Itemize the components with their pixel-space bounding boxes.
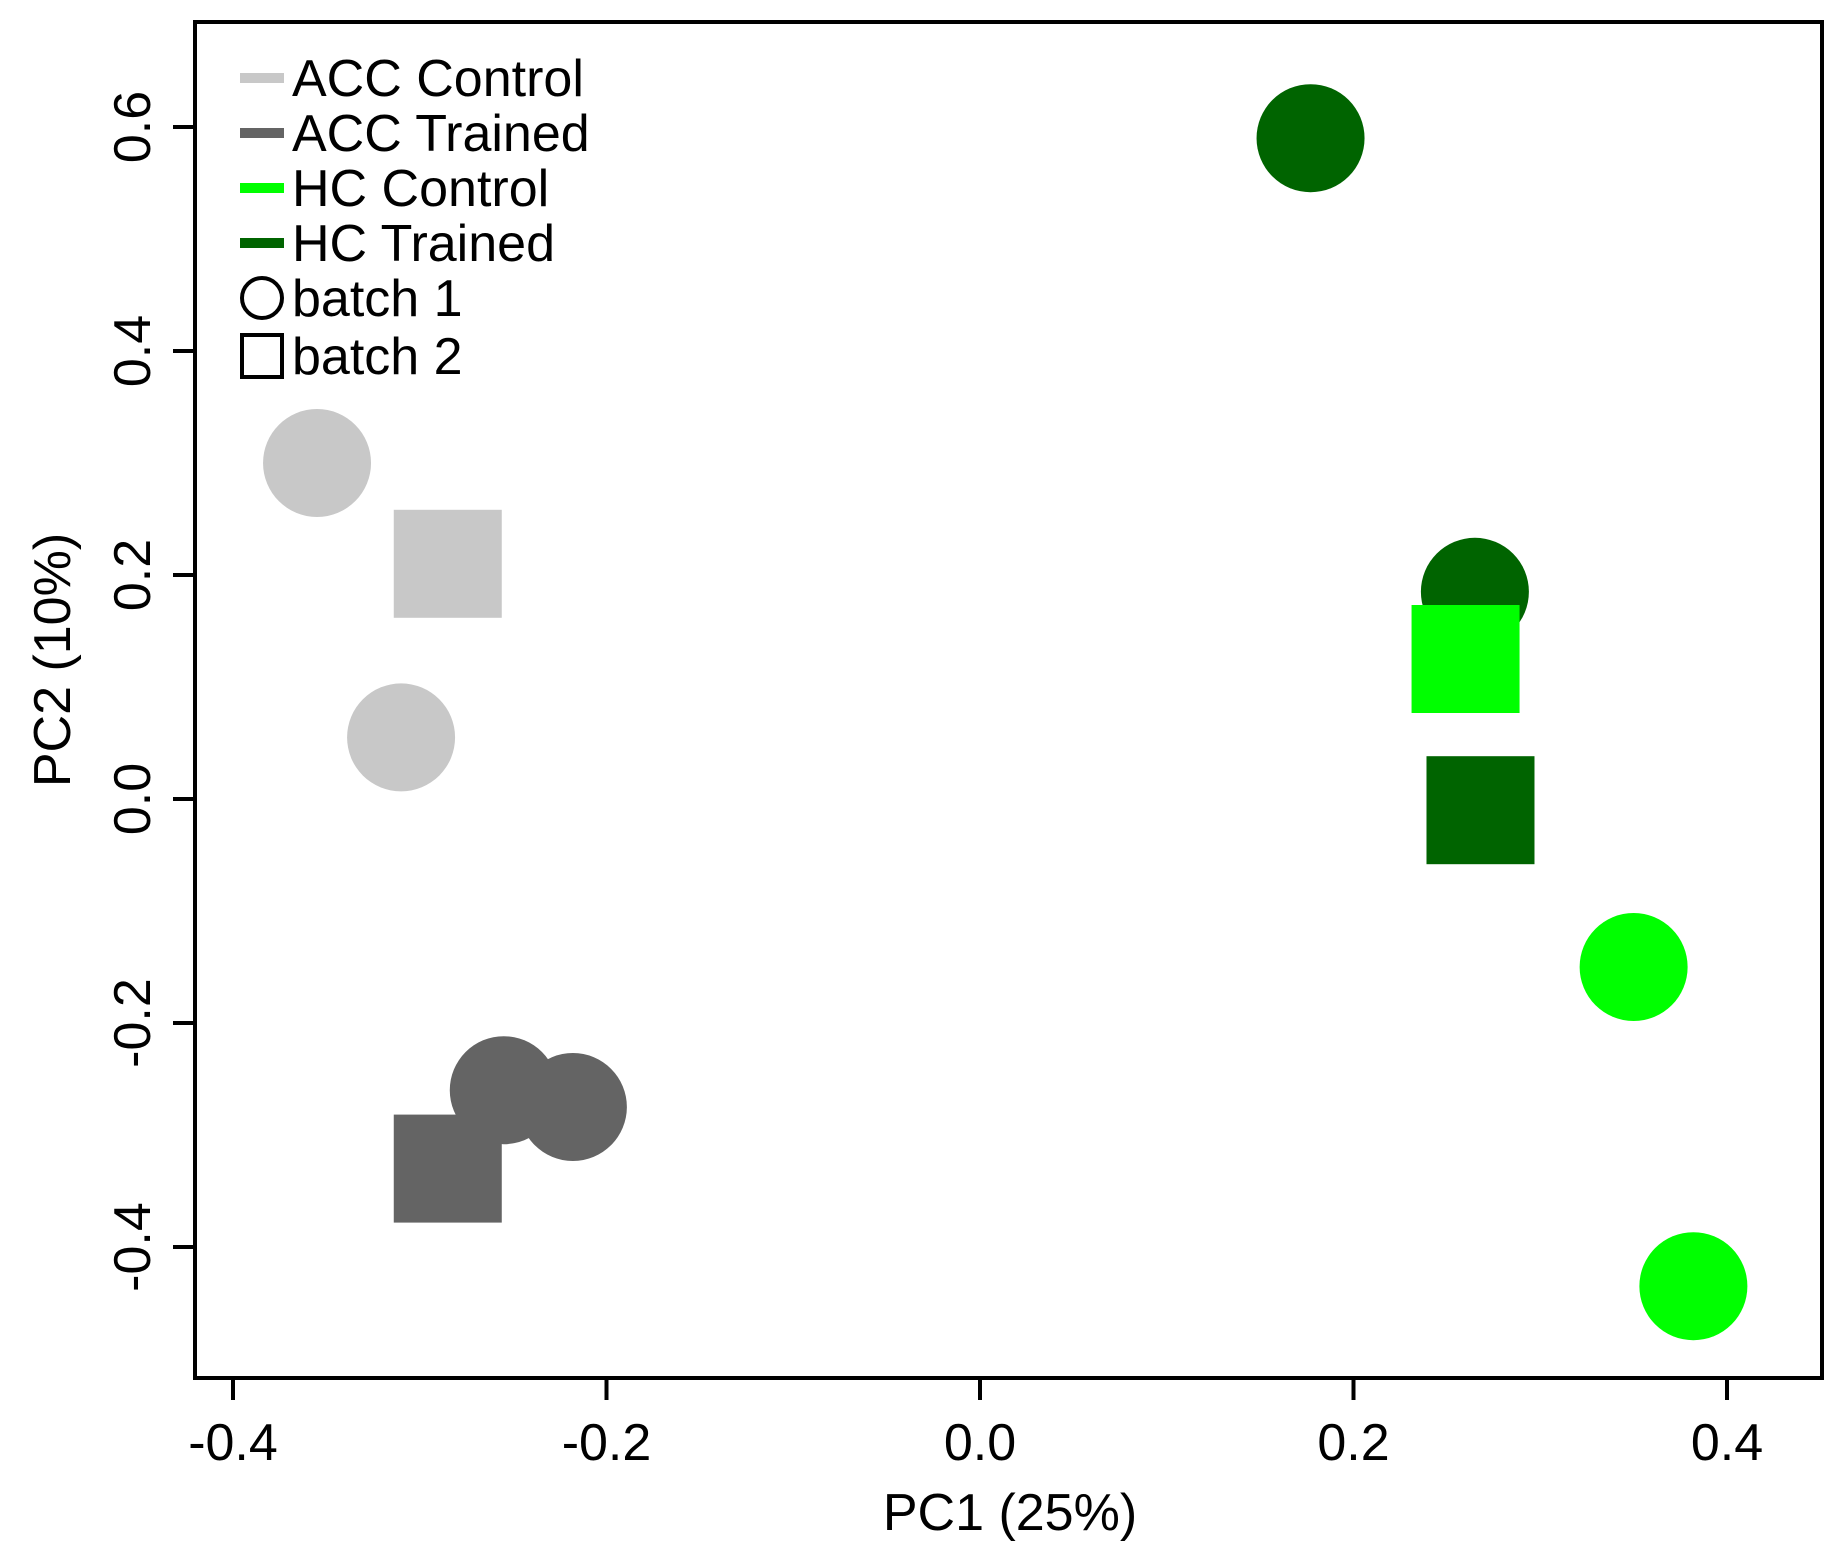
legend-label-batch2: batch 2 <box>292 328 463 386</box>
plot-frame <box>193 20 1824 1380</box>
y-tick-label: 0.0 <box>104 763 162 835</box>
y-tick-label: -0.2 <box>104 978 162 1068</box>
legend-label-acc-trained: ACC Trained <box>292 105 590 163</box>
data-point-hc-control-circle <box>1639 1232 1748 1341</box>
x-tick-label: -0.4 <box>188 1414 278 1472</box>
legend-square-icon <box>240 333 284 379</box>
y-tick-label: 0.4 <box>104 315 162 387</box>
legend-label-hc-control: HC Control <box>292 160 549 218</box>
x-axis-title: PC1 (25%) <box>883 1484 1137 1542</box>
data-point-hc-trained-circle <box>1256 84 1365 193</box>
y-tick-label: 0.2 <box>104 539 162 611</box>
x-tick-label: 0.2 <box>1317 1414 1389 1472</box>
y-tick-label: -0.4 <box>104 1202 162 1292</box>
x-tick-label: 0.4 <box>1691 1414 1763 1472</box>
x-axis: -0.4 -0.2 0.0 0.2 0.4 <box>188 1378 1763 1472</box>
data-point-acc-trained-square <box>393 1114 502 1223</box>
legend-label-acc-control: ACC Control <box>292 50 584 108</box>
y-axis: -0.4 -0.2 0.0 0.2 0.4 0.6 <box>104 91 195 1292</box>
y-axis-title: PC2 (10%) <box>24 533 82 787</box>
legend-label-hc-trained: HC Trained <box>292 215 555 273</box>
data-point-acc-control-circle <box>263 409 372 517</box>
x-tick-label: 0.0 <box>944 1414 1016 1472</box>
legend-circle-icon <box>240 276 284 320</box>
data-point-hc-control-square <box>1411 605 1520 713</box>
y-tick-label: 0.6 <box>104 91 162 163</box>
data-point-acc-control-circle <box>347 683 456 792</box>
legend-label-batch1: batch 1 <box>292 270 463 328</box>
data-point-hc-control-circle <box>1579 913 1688 1021</box>
x-tick-label: -0.2 <box>562 1414 652 1472</box>
data-point-acc-trained-circle <box>518 1053 627 1161</box>
data-point-acc-control-square <box>393 509 502 618</box>
data-points <box>263 84 1748 1341</box>
data-point-hc-trained-square <box>1426 756 1535 865</box>
